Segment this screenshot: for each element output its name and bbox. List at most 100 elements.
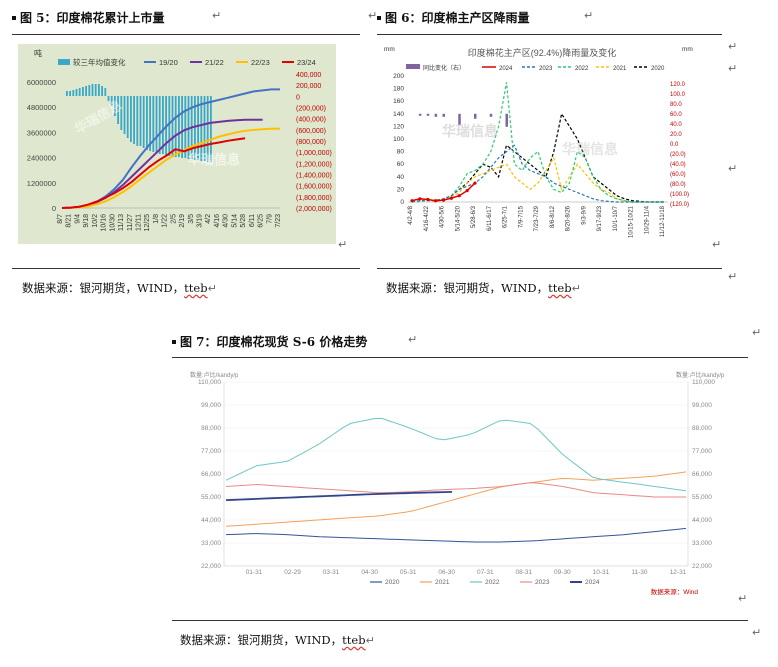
- x-tick-label: 8/20-8/26: [566, 205, 572, 231]
- fig6-title-text: 图 6：印度棉主产区降雨量: [385, 11, 530, 25]
- diff-bar: [136, 96, 139, 146]
- x-tick-label: 1/22: [162, 214, 169, 228]
- y-tick-label: 40: [397, 174, 405, 181]
- rule-mid-right: [377, 268, 722, 269]
- y2-unit: 数量:卢比/kandy/p: [676, 371, 725, 379]
- x-tick-label: 5/28-6/3: [471, 205, 477, 228]
- y-tick-label: 22,000: [201, 563, 221, 570]
- y-tick-label: 6000000: [27, 78, 56, 87]
- rule-mid-left: [12, 268, 360, 269]
- y2-tick-label: (100.0): [670, 192, 689, 198]
- series-2024-point: [449, 196, 453, 200]
- diff-bar: [168, 96, 171, 156]
- x-tick-label: 9/3-9/9: [581, 205, 587, 224]
- y2-tick-label: 100.0: [670, 92, 686, 98]
- x-tick-label: 12/25: [144, 214, 151, 232]
- return-mark-icon: ↵: [712, 238, 722, 251]
- yoy-bar: [418, 113, 422, 116]
- y2-tick-label: (20.0): [670, 152, 686, 158]
- x-tick-label: 8/6-8/12: [550, 205, 556, 228]
- diff-bar: [85, 86, 87, 96]
- x-tick-label: 7/23: [275, 214, 282, 228]
- yoy-bar: [474, 113, 477, 119]
- legend-label: 2022: [485, 579, 500, 586]
- legend-label: 23/24: [297, 58, 316, 67]
- y2-tick-label: 80.0: [670, 102, 682, 108]
- series-2020-line: [411, 112, 664, 203]
- diff-bar: [69, 91, 71, 96]
- y2-tick-label: 77,000: [692, 448, 712, 455]
- x-tick-label: 10/2: [92, 214, 99, 228]
- source-prefix: 数据来源：银河期货，WIND，: [386, 281, 549, 295]
- series-2024-point: [426, 197, 430, 202]
- series-2021-line: [411, 156, 664, 203]
- x-tick-label: 10/16: [101, 214, 108, 232]
- y-unit: mm: [384, 46, 395, 53]
- diff-bar: [158, 96, 161, 154]
- y-tick-label: 3600000: [27, 128, 56, 137]
- x-tick-label: 10/1-10/7: [613, 205, 619, 231]
- return-mark-icon: ↵: [728, 162, 738, 175]
- y-unit: 吨: [34, 48, 42, 58]
- series-2024-point: [473, 181, 477, 185]
- diff-bar: [174, 96, 177, 157]
- diff-bar: [133, 96, 135, 144]
- return-mark-icon: ↵: [584, 9, 594, 22]
- y2-tick-label: (2,000,000): [296, 206, 332, 213]
- rule-fig7-top: [172, 357, 748, 358]
- x-tick-label: 11-30: [631, 569, 648, 576]
- series-2022-line: [225, 417, 687, 492]
- x-tick-label: 4/2: [205, 214, 212, 224]
- series-2020-line: [225, 527, 687, 543]
- x-tick-label: 06-30: [438, 569, 455, 576]
- series-2023-line: [225, 482, 686, 498]
- x-tick-label: 01-31: [246, 569, 263, 576]
- y2-tick-label: 20.0: [670, 132, 682, 138]
- x-tick-label: 09-30: [554, 569, 571, 576]
- y2-tick-label: (1,600,000): [296, 184, 332, 191]
- legend-label: 22/23: [251, 58, 270, 67]
- y2-tick-label: (200,000): [296, 106, 326, 113]
- diff-bar: [120, 96, 123, 130]
- diff-bar: [75, 89, 78, 96]
- y2-tick-label: 66,000: [692, 471, 712, 478]
- x-tick-label: 9/4: [74, 214, 81, 224]
- yoy-bar: [442, 113, 445, 117]
- fig5-title-text: 图 5：印度棉花累计上市量: [20, 11, 165, 25]
- y2-tick-label: 40.0: [670, 122, 682, 128]
- x-tick-label: 8/21: [66, 214, 73, 228]
- diff-bar: [181, 96, 183, 158]
- legend-label: 同比变化（右）: [423, 64, 465, 72]
- diff-bar: [130, 96, 132, 142]
- y-tick-label: 88,000: [201, 425, 221, 432]
- x-tick-label: 6/11: [249, 214, 256, 227]
- x-tick-label: 10/29-11/4: [644, 205, 650, 234]
- diff-bar: [178, 96, 180, 157]
- legend-swatch: [58, 59, 70, 65]
- y-tick-label: 180: [393, 86, 404, 93]
- x-tick-label: 10-31: [593, 569, 610, 576]
- legend-label: 2021: [613, 66, 627, 72]
- x-tick-label: 4/16: [214, 214, 221, 228]
- x-tick-label: 05-31: [400, 569, 417, 576]
- x-tick-label: 6/25: [258, 214, 265, 228]
- y2-tick-label: 99,000: [692, 402, 712, 409]
- series-2023-line: [411, 144, 664, 203]
- bullet-icon: [377, 15, 381, 20]
- series-2024-point: [410, 199, 414, 203]
- series-2022-line: [411, 82, 664, 203]
- legend-label: 2023: [535, 579, 550, 586]
- series-2223-line: [61, 127, 281, 209]
- legend-label: 2020: [385, 579, 400, 586]
- y-tick-label: 77,000: [201, 448, 221, 455]
- yoy-bar: [505, 113, 508, 127]
- chart-title: 印度棉花主产区(92.4%)降雨量及变化: [468, 47, 617, 58]
- y2-tick-label: 22,000: [692, 563, 712, 570]
- diff-bar: [110, 96, 113, 106]
- x-tick-label: 2/5: [170, 214, 177, 224]
- y-tick-label: 0: [400, 199, 404, 206]
- diff-bar: [78, 88, 81, 96]
- y-tick-label: 0: [52, 204, 56, 213]
- legend-label: 2022: [575, 66, 589, 72]
